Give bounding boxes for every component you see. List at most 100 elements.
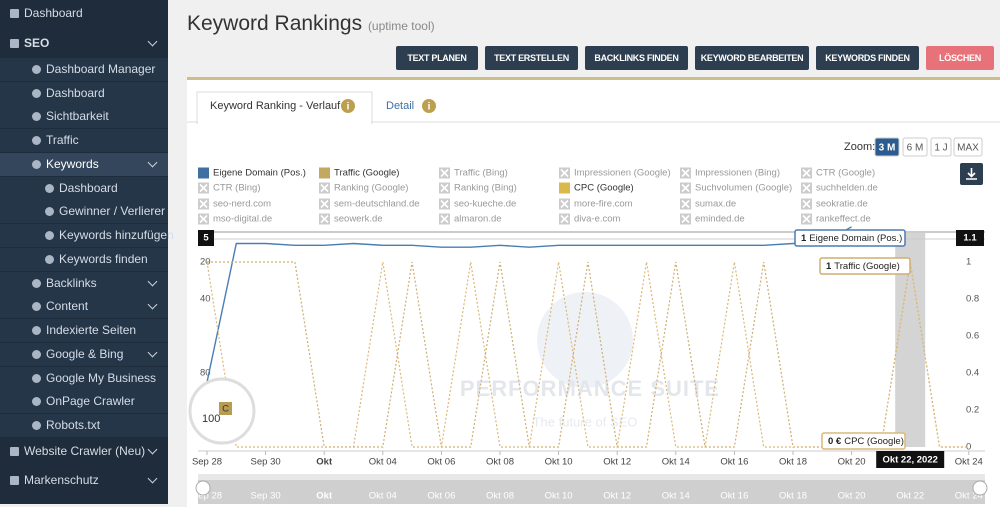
toolbar-button[interactable]: LÖSCHEN — [926, 46, 994, 70]
crosshair-right-label: 1.1 — [963, 233, 977, 244]
sidebar-item[interactable]: Keywords hinzufügen — [0, 224, 174, 247]
icon — [32, 160, 41, 169]
legend-label[interactable]: seowerk.de — [334, 214, 383, 225]
zoom-button[interactable] — [953, 137, 983, 157]
legend-label[interactable]: mso-digital.de — [213, 214, 272, 225]
legend-label[interactable]: Impressionen (Bing) — [695, 168, 780, 179]
icon — [32, 374, 41, 383]
legend-x — [681, 168, 690, 178]
legend-label[interactable]: Ranking (Bing) — [454, 183, 517, 194]
legend-label[interactable]: seo-kueche.de — [454, 199, 516, 210]
legend-x — [802, 168, 811, 178]
legend-label[interactable]: rankeffect.de — [816, 214, 871, 225]
navigator-label: Okt 12 — [603, 491, 631, 502]
x-tick-label: Okt 08 — [486, 457, 514, 468]
legend-label[interactable]: suchhelden.de — [816, 183, 878, 194]
label: Google & Bing — [46, 347, 124, 361]
legend-label[interactable]: almaron.de — [454, 214, 502, 225]
x-tick-label: Okt 18 — [779, 457, 807, 468]
icon — [10, 476, 19, 485]
icon — [10, 9, 19, 18]
icon — [32, 326, 41, 335]
x-tick-label: Okt 10 — [545, 457, 573, 468]
zoom-button[interactable] — [874, 137, 900, 157]
legend-label[interactable]: Ranking (Google) — [334, 183, 408, 194]
legend-label[interactable]: CPC (Google) — [574, 183, 634, 194]
legend-x — [560, 214, 569, 224]
legend-label[interactable]: sem-deutschland.de — [334, 199, 420, 210]
sidebar-item[interactable]: Google My Business — [0, 367, 168, 390]
legend-x — [440, 168, 449, 178]
label: Dashboard — [59, 181, 118, 195]
legend-x — [199, 183, 208, 193]
tooltip-box — [794, 229, 906, 247]
toolbar-button[interactable]: KEYWORD BEARBEITEN — [695, 46, 809, 70]
sidebar-item[interactable]: Dashboard — [0, 82, 168, 105]
label: Keywords finden — [59, 252, 148, 266]
sidebar-item[interactable]: OnPage Crawler — [0, 390, 168, 413]
crosshair-left-box — [198, 230, 214, 246]
sidebar-item[interactable]: Website Crawler (Neu) — [0, 440, 168, 467]
legend-label[interactable]: diva-e.com — [574, 214, 621, 225]
zoom-button[interactable] — [902, 137, 928, 157]
sidebar-item[interactable]: Dashboard — [0, 177, 168, 200]
navigator-label: Okt — [316, 491, 333, 502]
sidebar-item[interactable]: Dashboard Manager — [0, 58, 168, 81]
y2-tick-label: 0.2 — [966, 405, 979, 416]
sidebar-item[interactable]: Gewinner / Verlierer — [0, 200, 168, 223]
icon — [32, 350, 41, 359]
legend-x — [681, 183, 690, 193]
legend-label[interactable]: eminded.de — [695, 214, 745, 225]
toolbar-button[interactable]: TEXT ERSTELLEN — [485, 46, 578, 70]
legend-label[interactable]: CTR (Google) — [816, 168, 875, 179]
sidebar-item[interactable]: Keywords — [0, 153, 168, 176]
legend-label[interactable]: CTR (Bing) — [213, 183, 261, 194]
sidebar-item[interactable]: Indexierte Seiten — [0, 319, 168, 342]
page-title: Keyword Rankings (uptime tool) — [187, 12, 435, 36]
icon — [32, 421, 41, 430]
sidebar-item[interactable]: Backlinks — [0, 272, 168, 295]
legend-x — [320, 199, 329, 209]
legend-label[interactable]: sumax.de — [695, 199, 736, 210]
tooltip-text: 1 Traffic (Google) — [826, 261, 900, 272]
sidebar-item[interactable]: Google & Bing — [0, 343, 168, 366]
magnifier-marker-text: C — [222, 404, 229, 415]
toolbar-button[interactable]: BACKLINKS FINDEN — [585, 46, 688, 70]
navigator-label: Okt 14 — [662, 491, 690, 502]
info-icon-text: i — [428, 102, 431, 113]
toolbar-button[interactable]: KEYWORDS FINDEN — [816, 46, 919, 70]
toolbar-button[interactable]: TEXT PLANEN — [396, 46, 478, 70]
legend-x — [199, 214, 208, 224]
icon — [32, 136, 41, 145]
legend-x — [802, 199, 811, 209]
icon — [32, 302, 41, 311]
legend-label[interactable]: more-fire.com — [574, 199, 633, 210]
sidebar-item[interactable]: Content — [0, 295, 168, 318]
label: Dashboard — [46, 86, 105, 100]
zoom-option: MAX — [957, 143, 979, 154]
tooltip-text: 0 € CPC (Google) — [828, 436, 904, 447]
sidebar-item[interactable]: Traffic — [0, 129, 168, 152]
sidebar-item[interactable]: Markenschutz — [0, 469, 168, 496]
sidebar-item[interactable]: Keywords finden — [0, 248, 168, 271]
zoom-button[interactable] — [930, 137, 952, 157]
sidebar-item[interactable]: Sichtbarkeit — [0, 105, 168, 128]
legend-label[interactable]: Traffic (Google) — [334, 168, 399, 179]
y-tick-label: 80 — [200, 368, 211, 379]
legend-label[interactable]: seo-nerd.com — [213, 199, 271, 210]
legend-label[interactable]: Traffic (Bing) — [454, 168, 508, 179]
legend-label[interactable]: seokratie.de — [816, 199, 868, 210]
tab-active-cover — [198, 120, 371, 124]
sidebar-item[interactable]: Robots.txt — [0, 414, 168, 437]
navigator-handle[interactable] — [195, 480, 211, 496]
legend-label[interactable]: Suchvolumen (Google) — [695, 183, 792, 194]
sidebar-item[interactable]: SEO — [0, 32, 168, 55]
legend-x — [440, 199, 449, 209]
legend-label[interactable]: Eigene Domain (Pos.) — [213, 168, 306, 179]
x-tick-label: Sep 28 — [192, 457, 222, 468]
label: Dashboard — [24, 6, 83, 20]
navigator-handle[interactable] — [972, 480, 988, 496]
sidebar-item[interactable]: Dashboard — [0, 2, 168, 25]
x-tick-label: Okt 24 — [955, 457, 983, 468]
legend-label[interactable]: Impressionen (Google) — [574, 168, 671, 179]
